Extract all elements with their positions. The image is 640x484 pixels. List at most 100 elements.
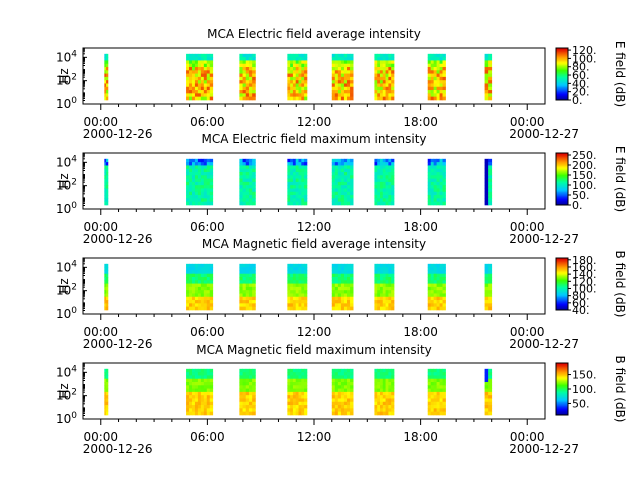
heatmap-cell bbox=[433, 306, 438, 311]
heatmap-cell bbox=[287, 93, 291, 98]
colorbar-segment bbox=[556, 366, 568, 369]
heatmap-cell bbox=[388, 83, 392, 88]
heatmap-cell bbox=[380, 368, 384, 373]
heatmap-cell bbox=[347, 162, 351, 166]
heatmap-cell bbox=[436, 411, 440, 416]
heatmap-cell bbox=[433, 296, 438, 301]
heatmap-cell bbox=[442, 270, 446, 275]
colorbar-segment bbox=[556, 391, 568, 394]
heatmap-cell bbox=[252, 57, 256, 61]
heatmap-cell bbox=[430, 90, 435, 94]
heatmap-cell bbox=[290, 372, 294, 376]
heatmap-cell bbox=[343, 181, 348, 186]
heatmap-cell bbox=[374, 181, 378, 186]
heatmap-cell bbox=[337, 408, 342, 413]
heatmap-cell bbox=[433, 181, 438, 186]
heatmap-cell bbox=[340, 158, 345, 163]
heatmap-cell bbox=[382, 191, 386, 196]
heatmap-cell bbox=[442, 191, 446, 196]
heatmap-cell bbox=[206, 286, 211, 291]
heatmap-cell bbox=[304, 375, 308, 380]
heatmap-cell bbox=[194, 368, 199, 373]
heatmap-cell bbox=[347, 398, 351, 403]
heatmap-cell bbox=[374, 185, 378, 189]
heatmap-cell bbox=[385, 263, 389, 268]
heatmap-cell bbox=[287, 162, 291, 166]
heatmap-cell bbox=[304, 172, 308, 176]
heatmap-cell bbox=[391, 165, 395, 170]
heatmap-cell bbox=[433, 185, 438, 189]
colorbar-segment bbox=[556, 177, 568, 180]
heatmap-cell bbox=[287, 195, 291, 199]
colorbar-segment bbox=[556, 408, 568, 411]
heatmap-cell bbox=[287, 175, 291, 179]
colorbar-segment bbox=[556, 372, 568, 374]
heatmap-cell bbox=[436, 76, 440, 81]
heatmap-cell bbox=[377, 76, 381, 81]
heatmap-cell bbox=[203, 306, 208, 311]
heatmap-cell bbox=[488, 201, 493, 206]
heatmap-cell bbox=[484, 201, 489, 206]
heatmap-cell bbox=[242, 306, 247, 311]
heatmap-cell bbox=[427, 165, 432, 170]
heatmap-cell bbox=[436, 296, 440, 301]
heatmap-cell bbox=[290, 198, 294, 203]
heatmap-cell bbox=[377, 401, 381, 406]
colorbar-tick-label: 100. bbox=[572, 282, 597, 295]
heatmap-cell bbox=[331, 398, 336, 403]
heatmap-cell bbox=[239, 296, 243, 301]
x-date-end: 2000-12-27 bbox=[509, 442, 579, 456]
colorbar-segment bbox=[556, 71, 568, 74]
heatmap-cell bbox=[343, 280, 348, 284]
heatmap-cell bbox=[340, 96, 345, 101]
heatmap-cell bbox=[380, 306, 384, 311]
heatmap-cell bbox=[189, 388, 193, 393]
heatmap-cell bbox=[104, 73, 107, 78]
heatmap-cell bbox=[331, 93, 336, 98]
heatmap-cell bbox=[206, 372, 211, 376]
heatmap-cell bbox=[287, 296, 291, 301]
heatmap-cell bbox=[209, 277, 214, 281]
heatmap-cell bbox=[374, 277, 378, 281]
heatmap-cell bbox=[186, 267, 190, 271]
heatmap-cell bbox=[191, 165, 196, 170]
heatmap-cell bbox=[442, 96, 446, 101]
colorbar-segment bbox=[556, 263, 568, 265]
heatmap-cell bbox=[194, 286, 199, 291]
heatmap-cell bbox=[194, 73, 199, 78]
heatmap-cell bbox=[337, 290, 342, 294]
heatmap-cell bbox=[347, 168, 351, 173]
heatmap-cell bbox=[292, 300, 297, 304]
colorbar-segment bbox=[556, 277, 568, 280]
heatmap-cell bbox=[186, 158, 190, 163]
heatmap-cell bbox=[209, 57, 214, 61]
heatmap-cell bbox=[209, 83, 214, 88]
heatmap-cell bbox=[442, 185, 446, 189]
heatmap-cell bbox=[106, 188, 109, 193]
heatmap-cell bbox=[343, 382, 348, 386]
heatmap-cell bbox=[206, 368, 211, 373]
heatmap-cell bbox=[334, 165, 339, 170]
heatmap-cell bbox=[292, 86, 297, 91]
heatmap-cell bbox=[206, 273, 211, 278]
heatmap-cell bbox=[427, 293, 432, 298]
heatmap-cell bbox=[203, 57, 208, 61]
heatmap-cell bbox=[290, 90, 294, 94]
heatmap-cell bbox=[209, 296, 214, 301]
heatmap-cell bbox=[391, 195, 395, 199]
heatmap-cell bbox=[239, 198, 243, 203]
heatmap-cell bbox=[484, 168, 489, 173]
heatmap-cell bbox=[203, 408, 208, 413]
heatmap-cell bbox=[347, 165, 351, 170]
heatmap-cell bbox=[203, 165, 208, 170]
heatmap-cell bbox=[340, 408, 345, 413]
heatmap-cell bbox=[301, 93, 305, 98]
heatmap-cell bbox=[106, 296, 109, 301]
heatmap-block bbox=[427, 263, 446, 311]
heatmap-cell bbox=[197, 185, 202, 189]
heatmap-cell bbox=[433, 83, 438, 88]
heatmap-cell bbox=[377, 405, 381, 409]
heatmap-cell bbox=[200, 293, 205, 298]
heatmap-cell bbox=[189, 273, 193, 278]
heatmap-cell bbox=[200, 372, 205, 376]
